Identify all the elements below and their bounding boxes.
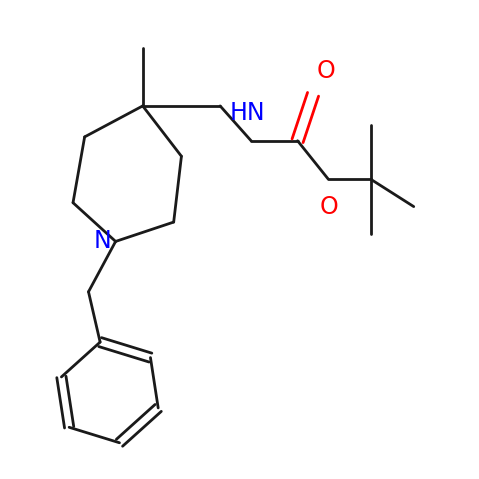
Text: N: N	[93, 229, 111, 253]
Text: HN: HN	[229, 101, 265, 125]
Text: O: O	[319, 195, 338, 219]
Text: O: O	[317, 59, 336, 83]
